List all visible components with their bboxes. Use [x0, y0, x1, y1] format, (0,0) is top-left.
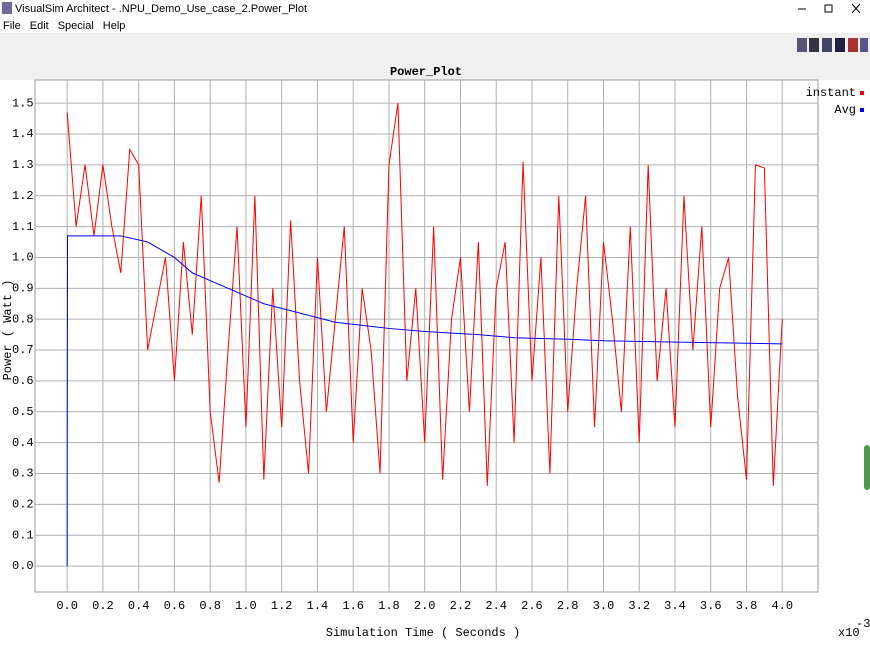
x-tick-label: 1.8	[378, 599, 400, 613]
menu-item[interactable]: File	[3, 20, 21, 32]
scrollbar-thumb[interactable]	[864, 445, 870, 490]
x-tick-label: 3.6	[700, 599, 722, 613]
x-exponent: -3	[856, 617, 870, 631]
legend-label: instant	[806, 86, 856, 100]
x-tick-label: 0.0	[56, 599, 78, 613]
x-tick-label: 1.2	[271, 599, 293, 613]
y-tick-label: 0.3	[12, 467, 34, 481]
legend-swatch	[860, 108, 864, 112]
x-tick-label: 2.0	[414, 599, 436, 613]
y-tick-label: 1.5	[12, 96, 34, 110]
window-title: VisualSim Architect - .NPU_Demo_Use_case…	[15, 3, 307, 15]
close-button[interactable]	[851, 3, 861, 14]
maximize-button[interactable]	[824, 4, 833, 13]
tool-icon[interactable]	[860, 38, 868, 52]
y-tick-label: 1.3	[12, 158, 34, 172]
y-tick-label: 0.2	[12, 498, 34, 512]
y-tick-label: 1.4	[12, 127, 34, 141]
menu-item[interactable]: Help	[103, 20, 126, 32]
tool-icon[interactable]	[848, 38, 858, 52]
tool-icon[interactable]	[797, 38, 807, 52]
x-tick-label: 3.0	[593, 599, 615, 613]
data-line	[66, 103, 783, 486]
x-tick-label: 2.4	[485, 599, 507, 613]
x-tick-label: 0.8	[199, 599, 221, 613]
y-tick-label: 0.4	[12, 436, 34, 450]
x-tick-label: 1.6	[342, 599, 364, 613]
x-tick-label: 2.8	[557, 599, 579, 613]
data-line	[66, 235, 783, 567]
toolbar	[0, 33, 870, 80]
x-tick-label: 1.0	[235, 599, 257, 613]
x-tick-label: 3.4	[664, 599, 686, 613]
legend-label: Avg	[834, 103, 856, 117]
x-tick-label: 0.6	[164, 599, 186, 613]
tool-icon[interactable]	[822, 38, 832, 52]
x-tick-label: 0.2	[92, 599, 114, 613]
y-tick-label: 1.2	[12, 189, 34, 203]
menu-item[interactable]: Edit	[30, 20, 49, 32]
menu-bar: File Edit Special Help	[3, 20, 125, 32]
x-tick-label: 2.6	[521, 599, 543, 613]
y-tick-label: 1.0	[12, 251, 34, 265]
legend-swatch	[860, 91, 864, 95]
series	[66, 103, 783, 567]
y-tick-label: 0.5	[12, 405, 34, 419]
x-tick-label: 4.0	[771, 599, 793, 613]
x-axis-label: Simulation Time ( Seconds )	[326, 626, 520, 640]
x-multiplier: x10	[838, 626, 860, 640]
x-tick-label: 3.2	[628, 599, 650, 613]
toolbar-icons	[797, 38, 868, 52]
x-tick-label: 3.8	[736, 599, 758, 613]
y-tick-label: 0.6	[12, 374, 34, 388]
x-tick-label: 0.4	[128, 599, 150, 613]
y-tick-label: 0.9	[12, 281, 34, 295]
y-tick-label: 0.0	[12, 559, 34, 573]
grid: 0.0 0.1 0.2 0.3 0.4 0.5 0.6 0.7 0.8 0.9 1.0 1.1 1.2 1…	[12, 80, 818, 613]
y-tick-label: 0.8	[12, 312, 34, 326]
y-tick-label: 0.7	[12, 343, 34, 357]
legend: instant Avg	[806, 86, 864, 117]
x-tick-label: 1.4	[307, 599, 329, 613]
app-icon	[2, 2, 12, 14]
y-tick-label: 0.1	[12, 528, 34, 542]
y-tick-label: 1.1	[12, 220, 34, 234]
menu-item[interactable]: Special	[58, 20, 94, 32]
tool-icon[interactable]	[809, 38, 819, 52]
tool-icon[interactable]	[835, 38, 845, 52]
chart-title: Power_Plot	[390, 65, 462, 79]
plot-area	[34, 79, 819, 593]
x-tick-label: 2.2	[450, 599, 472, 613]
y-axis-label: Power ( Watt )	[1, 280, 15, 381]
